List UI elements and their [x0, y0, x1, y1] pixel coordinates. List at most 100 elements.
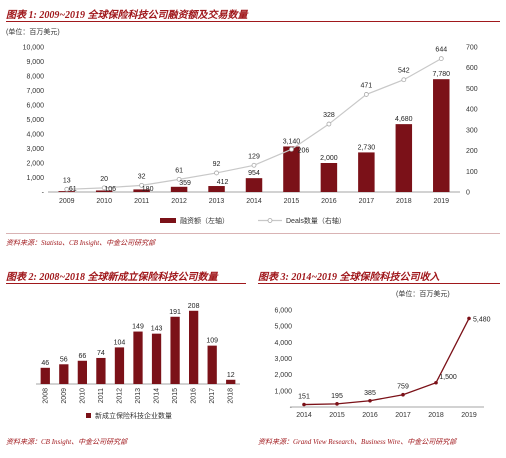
x-tick-label: 2010 [96, 198, 112, 205]
deals-point [101, 185, 107, 191]
funding-bar [433, 79, 450, 192]
funding-bar [208, 186, 225, 192]
new-companies-bar [189, 310, 199, 384]
funding-value-label: 4,680 [395, 116, 413, 123]
funding-bar [283, 146, 300, 192]
deals-value-label: 13 [63, 177, 71, 184]
revenue-value-label: 385 [364, 390, 376, 397]
funding-value-label: 359 [179, 180, 191, 187]
y-tick-label: - [290, 405, 293, 412]
x-tick-label: 2019 [433, 198, 449, 205]
legend-swatch [86, 413, 91, 418]
new-companies-bar [77, 360, 87, 384]
bar-value-label: 46 [41, 360, 49, 367]
figure1-source-rule [6, 233, 500, 234]
new-companies-bar [96, 357, 106, 384]
x-tick-label: 2012 [171, 198, 187, 205]
funding-value-label: 3,140 [283, 138, 301, 145]
deals-point [401, 77, 407, 83]
deals-value-label: 644 [435, 47, 447, 54]
new-companies-bar [207, 345, 217, 384]
y-tick-label: 6,000 [26, 103, 44, 110]
x-tick-label: 2012 [116, 388, 123, 404]
funding-value-label: 2,730 [358, 144, 376, 151]
y2-tick-label: 700 [466, 45, 478, 52]
figure1-title-rule [6, 21, 500, 22]
figure3-title-rule [258, 283, 500, 284]
funding-value-label: 2,000 [320, 155, 338, 162]
y-tick-label: 6,000 [274, 308, 292, 315]
figure1-title: 图表 1: 2009~2019 全球保险科技公司融资额及交易数量 [6, 10, 248, 21]
bar-value-label: 191 [169, 309, 181, 316]
legend-label-deals: Deals数量（右轴） [286, 216, 346, 225]
y-tick-label: 4,000 [26, 132, 44, 139]
y-tick-label: - [42, 190, 45, 197]
y-tick-label: 3,000 [26, 146, 44, 153]
deals-point [363, 92, 369, 97]
y-tick-label: 2,000 [26, 161, 44, 168]
legend-swatch-deals-marker [267, 218, 273, 223]
x-tick-label: 2017 [209, 388, 216, 404]
x-tick-label: 2013 [135, 388, 142, 404]
funding-bar [320, 163, 338, 192]
deals-value-label: 20 [100, 176, 108, 183]
x-tick-label: 2015 [172, 388, 179, 404]
x-tick-label: 2016 [191, 388, 198, 404]
revenue-value-label: 1,500 [439, 374, 457, 381]
new-companies-bar [133, 331, 143, 384]
y2-tick-label: 400 [466, 107, 478, 114]
x-tick-label: 2015 [329, 412, 345, 419]
deals-value-label: 471 [361, 82, 373, 89]
deals-point [251, 162, 257, 168]
revenue-value-label: 195 [331, 393, 343, 400]
funding-bar [95, 190, 113, 192]
new-companies-bar [114, 347, 125, 384]
y-tick-label: 3,000 [274, 356, 292, 363]
unit-label: (单位：百万美元) [6, 27, 60, 36]
funding-bar [170, 186, 188, 192]
funding-value-label: 180 [142, 186, 154, 193]
y2-tick-label: 600 [466, 65, 478, 72]
funding-bar [358, 152, 375, 192]
x-tick-label: 2018 [428, 412, 444, 419]
funding-value-label: 106 [104, 186, 116, 193]
x-tick-label: 2017 [359, 198, 375, 205]
revenue-value-label: 5,480 [473, 316, 491, 323]
chart1: (单位：百万美元) - 1,000 2,000 3,000 4,000 5,000 6,000… [6, 27, 478, 225]
y-tick-label: 10,000 [23, 45, 45, 52]
funding-value-label: 61 [69, 186, 77, 193]
x-tick-label: 2016 [321, 198, 337, 205]
deals-value-label: 328 [323, 112, 335, 119]
figure2-title: 图表 2: 2008~2018 全球新成立保险科技公司数量 [6, 272, 218, 283]
y-tick-label: 5,000 [274, 324, 292, 331]
legend-label-funding: 融资额（左轴） [180, 216, 229, 225]
new-companies-bar [151, 333, 162, 384]
x-tick-label: 2017 [395, 412, 411, 419]
y-tick-label: 1,000 [26, 175, 44, 182]
deals-point [176, 176, 182, 182]
bar-value-label: 74 [97, 350, 105, 357]
x-tick-label: 2009 [61, 388, 68, 404]
revenue-point [302, 402, 306, 407]
deals-value-label: 129 [248, 153, 260, 160]
new-companies-bar [59, 364, 69, 384]
bar-value-label: 66 [78, 353, 86, 360]
chart2: 46 2008 56 2009 66 2010 74 2011 104 2012 149 2013 14… [36, 303, 240, 420]
x-tick-label: 2009 [59, 198, 75, 205]
bar-value-label: 143 [151, 326, 163, 333]
revenue-point [401, 392, 405, 397]
x-tick-label: 2011 [134, 198, 149, 205]
deals-point [214, 170, 219, 176]
y2-tick-label: 100 [466, 169, 478, 176]
y2-tick-label: 0 [466, 190, 470, 197]
deals-value-label: 206 [298, 147, 310, 154]
deals-point [64, 186, 70, 192]
x-tick-label: 2018 [228, 388, 235, 404]
deals-point [438, 56, 444, 61]
chart3: (单位：百万美元) - 1,000 2,000 3,000 4,000 5,000 6,000… [274, 289, 491, 419]
y-tick-label: 9,000 [26, 59, 44, 66]
bar-value-label: 208 [188, 303, 200, 310]
x-tick-label: 2014 [246, 198, 262, 205]
bar-value-label: 109 [206, 338, 218, 345]
x-tick-label: 2018 [396, 198, 412, 205]
